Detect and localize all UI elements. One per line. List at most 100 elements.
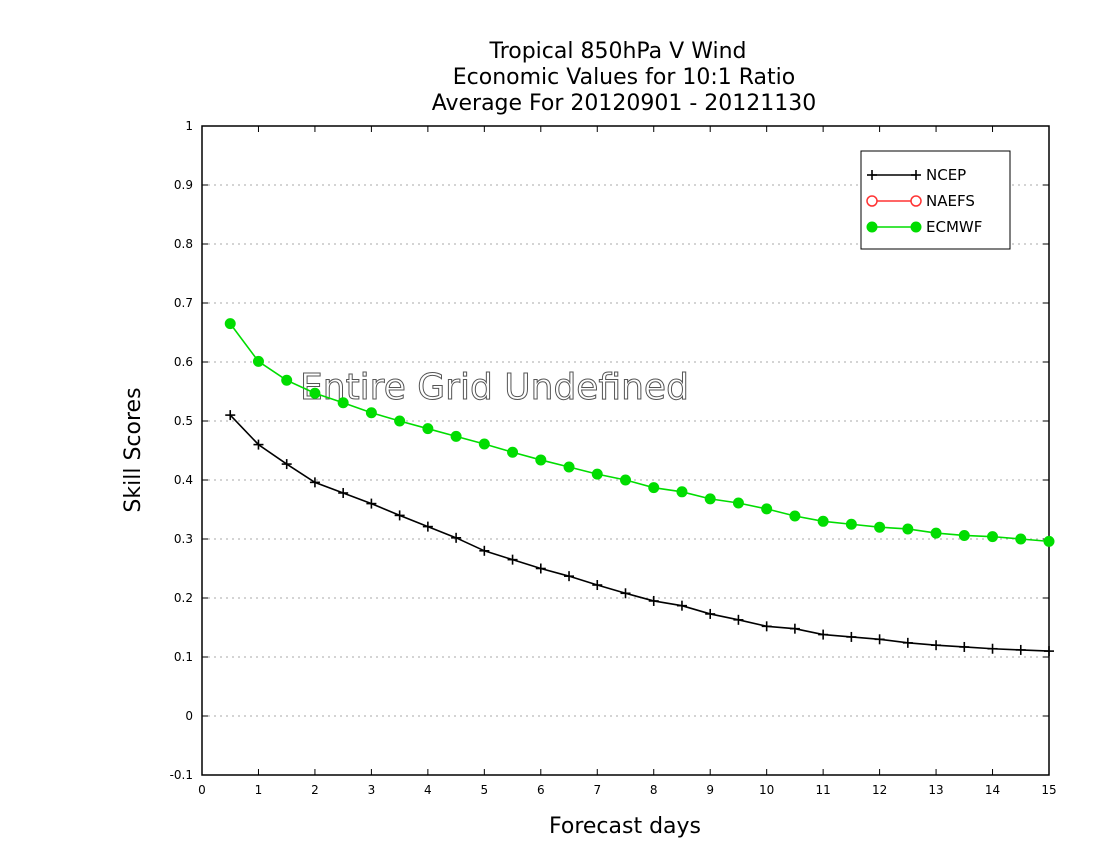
x-tick-label: 0 xyxy=(198,783,206,797)
y-tick-label: 0 xyxy=(185,709,193,723)
x-tick-label: 2 xyxy=(311,783,319,797)
chart-title-line-3: Average For 20120901 - 20121130 xyxy=(432,91,817,116)
data-point-ncep xyxy=(479,545,490,556)
data-point-ncep xyxy=(733,614,744,625)
legend-marker-ncep xyxy=(867,170,877,180)
data-point-ncep xyxy=(676,600,687,611)
legend-marker-naefs xyxy=(910,195,922,207)
legend-label-naefs: NAEFS xyxy=(926,192,975,210)
chart-title-line-2: Economic Values for 10:1 Ratio xyxy=(453,65,795,90)
data-point-ncep xyxy=(987,643,998,654)
data-point-ncep xyxy=(422,521,433,532)
x-axis-label: Forecast days xyxy=(549,814,701,839)
legend-marker-ncep xyxy=(911,170,921,180)
data-point-ncep xyxy=(507,554,518,565)
data-point-ecmwf xyxy=(958,529,970,541)
data-point-ecmwf xyxy=(281,374,293,386)
data-point-ncep xyxy=(846,631,857,642)
y-tick-label: 0.6 xyxy=(174,355,193,369)
legend-marker-ecmwf xyxy=(910,221,922,233)
x-tick-label: 5 xyxy=(481,783,489,797)
data-point-ecmwf xyxy=(789,510,801,522)
gridlines xyxy=(202,184,1049,717)
data-point-ncep xyxy=(648,595,659,606)
legend-marker-naefs xyxy=(866,195,878,207)
x-tick-label: 8 xyxy=(650,783,658,797)
y-tick-label: 0.8 xyxy=(174,237,193,251)
x-tick-label: 6 xyxy=(537,783,545,797)
legend-box xyxy=(860,150,1011,250)
x-tick-label: 15 xyxy=(1041,783,1056,797)
x-tick-label: 10 xyxy=(759,783,774,797)
data-point-ncep xyxy=(818,629,829,640)
x-tick-label: 3 xyxy=(368,783,376,797)
x-tick-label: 11 xyxy=(815,783,830,797)
data-point-ecmwf xyxy=(1043,535,1055,547)
legend-label-ncep: NCEP xyxy=(926,166,966,184)
data-point-ncep xyxy=(564,571,575,582)
data-point-ncep xyxy=(309,477,320,488)
data-point-ncep xyxy=(394,510,405,521)
data-point-ncep xyxy=(761,621,772,632)
data-point-ecmwf xyxy=(252,355,264,367)
data-point-ecmwf xyxy=(987,531,999,543)
chart-title-line-1: Tropical 850hPa V Wind xyxy=(488,39,746,64)
data-point-ecmwf xyxy=(422,423,434,435)
axis-ticks: -0.100.10.20.30.40.50.60.70.80.910 1 2 3 4 5 6… xyxy=(170,119,1057,797)
undefined-grid-annotation: Entire Grid Undefined xyxy=(300,367,689,408)
data-point-ecmwf xyxy=(535,454,547,466)
data-point-ecmwf xyxy=(1015,533,1027,545)
data-point-ecmwf xyxy=(874,521,886,533)
data-point-ncep xyxy=(931,640,942,651)
x-tick-label: 12 xyxy=(872,783,887,797)
y-tick-label: 0.2 xyxy=(174,591,193,605)
data-point-ecmwf xyxy=(930,527,942,539)
legend-label-ecmwf: ECMWF xyxy=(926,218,982,236)
data-point-ecmwf xyxy=(563,461,575,473)
data-point-ncep xyxy=(874,634,885,645)
data-point-ecmwf xyxy=(224,318,236,330)
y-tick-label: 0.5 xyxy=(174,414,193,428)
x-tick-label: 13 xyxy=(928,783,943,797)
data-point-ecmwf xyxy=(732,497,744,509)
data-point-ncep xyxy=(705,608,716,619)
data-point-ecmwf xyxy=(309,387,321,399)
data-point-ecmwf xyxy=(365,407,377,419)
data-point-ecmwf xyxy=(450,430,462,442)
data-point-ecmwf xyxy=(620,474,631,486)
data-point-ecmwf xyxy=(761,503,773,515)
data-series xyxy=(224,318,1055,657)
data-point-ncep xyxy=(451,532,462,543)
y-tick-label: 1 xyxy=(185,119,193,133)
data-point-ecmwf xyxy=(507,446,519,458)
x-tick-label: 14 xyxy=(985,783,1000,797)
data-point-ecmwf xyxy=(676,486,688,498)
y-axis-label: Skill Scores xyxy=(121,387,146,512)
data-point-ecmwf xyxy=(704,493,716,505)
legend: NCEP NAEFS ECMWF xyxy=(860,150,1011,250)
data-point-ecmwf xyxy=(845,518,857,530)
data-point-ncep xyxy=(338,487,349,498)
data-point-ncep xyxy=(1044,646,1054,657)
data-point-ecmwf xyxy=(902,523,914,535)
data-point-ncep xyxy=(225,410,236,421)
y-tick-label: -0.1 xyxy=(170,768,193,782)
data-point-ecmwf xyxy=(817,515,829,527)
data-point-ecmwf xyxy=(648,482,660,494)
data-point-ncep xyxy=(902,637,913,648)
data-point-ecmwf xyxy=(478,438,490,450)
x-tick-label: 4 xyxy=(424,783,432,797)
data-point-ncep xyxy=(620,588,631,599)
x-tick-label: 1 xyxy=(255,783,263,797)
data-point-ncep xyxy=(366,498,377,509)
data-point-ecmwf xyxy=(591,468,603,480)
y-tick-label: 0.9 xyxy=(174,178,193,192)
series-line-ncep xyxy=(229,414,1050,652)
data-point-ncep xyxy=(592,580,603,591)
data-point-ecmwf xyxy=(394,415,406,427)
data-point-ecmwf xyxy=(337,397,349,409)
y-tick-label: 0.1 xyxy=(174,650,193,664)
data-point-ncep xyxy=(959,641,970,652)
legend-marker-ecmwf xyxy=(866,221,878,233)
